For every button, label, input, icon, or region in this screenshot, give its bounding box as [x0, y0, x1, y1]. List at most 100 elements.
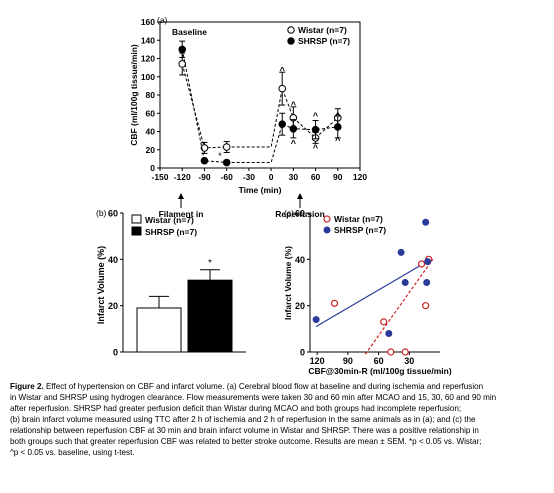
panel-b-y-tick-label: 20: [108, 301, 118, 311]
panel-c-legend-wistar-label: Wistar (n=7): [334, 214, 383, 224]
panel-a-shrsp-point: [200, 156, 209, 165]
figure-caption: Figure 2. Effect of hypertension on CBF …: [10, 381, 550, 458]
panel-a-shrsp-point: [311, 125, 320, 134]
caption-figure-label: Figure 2.: [10, 382, 44, 391]
panel-c-point-shrsp: [385, 329, 393, 337]
caption-line-1: Figure 2. Effect of hypertension on CBF …: [10, 381, 550, 392]
panel-c-x-tick-label: 90: [343, 356, 353, 366]
panel-c-y-axis-label: Infarct Volume (%): [283, 246, 293, 320]
panel-a-wistar-point: [178, 60, 187, 68]
panel-c-point-shrsp: [424, 258, 432, 266]
panel-c-fit-line-wistar: [364, 258, 434, 355]
panel-a-shrsp-point: [178, 45, 187, 54]
panel-b-legend-wistar-swatch: [131, 214, 142, 224]
caption-line-3: after reperfusion. SHRSP had greater per…: [10, 404, 462, 413]
panel-c-point-shrsp: [423, 279, 431, 286]
panel-a-label: (a): [157, 15, 168, 25]
panel-c-fit-line-shrsp: [315, 258, 432, 328]
panel-a-x-tick-label: -150: [151, 172, 168, 182]
panel-a-legend: Wistar (n=7) SHRSP (n=7): [287, 25, 350, 46]
panel-a-shrsp-point: [289, 124, 298, 133]
panel-c-point-shrsp: [422, 218, 430, 226]
panel-b-bar-chart: (b) 0 20 40 60 Infarct Volume (%) * Wistar …: [96, 208, 246, 358]
panel-a-shrsp-point: [278, 120, 287, 128]
panel-a-shrsp-line-ischemia: [181, 49, 227, 164]
panel-c-legend: Wistar (n=7) SHRSP (n=7): [323, 214, 386, 235]
panel-b-y-tick-label: 0: [113, 348, 118, 358]
caption-line-4: (b) brain infarct volume measured using …: [10, 415, 476, 424]
panel-a-caret-marker: ^: [280, 65, 286, 75]
panel-b-bars: [136, 269, 233, 353]
panel-a-caret-marker: ^: [335, 136, 341, 146]
filament-in-annotation: Filament in: [159, 209, 204, 219]
panel-c-legend-wistar-marker: [323, 215, 331, 223]
panel-a-significance-star: *: [218, 151, 222, 161]
panel-b-y-tick-label: 40: [108, 255, 118, 265]
panel-c-legend-shrsp-marker: [323, 226, 331, 234]
panel-c-point-wistar: [401, 348, 409, 356]
panel-c-point-shrsp: [397, 248, 405, 256]
panel-c-x-ticks: 120 90 60 30: [310, 352, 414, 366]
panel-a-x-tick-label: -120: [174, 172, 191, 182]
panel-c-fit-wistar: [364, 258, 434, 355]
filament-arrow-head: [178, 193, 184, 199]
panel-a-legend-shrsp-label: SHRSP (n=7): [298, 36, 350, 46]
panel-a-caret-marker: ^: [313, 143, 319, 153]
panel-c-point-wistar: [422, 302, 430, 310]
panel-a-wistar-line-ischemia: [181, 63, 227, 149]
caption-line-1-text: Effect of hypertension on CBF and infarc…: [43, 382, 484, 391]
panel-a-x-tick-label: 0: [269, 172, 274, 182]
panel-a-y-tick-label: 60: [146, 108, 156, 118]
panel-a-y-tick-label: 20: [146, 145, 156, 155]
panel-b-label: (b): [96, 208, 107, 218]
panel-b-bar-wistar: [136, 307, 182, 353]
panel-a-y-tick-label: 40: [146, 127, 156, 137]
panel-a-y-tick-label: 100: [141, 72, 155, 82]
panel-a-y-axis-label: CBF (ml/100g tissue/min): [129, 44, 139, 146]
panel-a-x-axis-label: Time (min): [239, 185, 282, 195]
panel-a-wistar-point: [200, 144, 209, 152]
panel-a-x-ticks: -150 -120 -90 -60 -30 0 30 60 90 120: [151, 168, 367, 182]
panel-a-x-tick-label: -60: [221, 172, 234, 182]
panel-c-scatter-chart: (c) 0 20 40 60 120 90 60 30 Infarct Volume (%)…: [283, 208, 452, 376]
panel-a-y-tick-label: 80: [146, 90, 156, 100]
panel-a-x-tick-label: -90: [198, 172, 211, 182]
panel-a-shrsp-point: [333, 123, 342, 131]
panel-a-event-arrows: [178, 193, 303, 208]
panel-c-point-wistar: [380, 318, 388, 326]
panel-c-point-wistar: [387, 348, 395, 356]
panel-c-x-tick-label: 30: [404, 356, 414, 366]
panel-b-y-tick-label: 60: [108, 209, 118, 219]
panel-c-y-tick-label: 0: [300, 348, 305, 358]
panel-c-x-tick-label: 120: [310, 356, 325, 366]
figure: (a) 0 20 40 60 80 100 120 140 160 -150 -120 -90 -60…: [96, 15, 452, 376]
panel-a-legend-wistar-marker: [287, 26, 295, 34]
panel-a-legend-shrsp-marker: [287, 37, 295, 45]
panel-b-y-axis-label: Infarct Volume (%): [96, 246, 106, 324]
panel-c-y-tick-label: 60: [295, 209, 305, 219]
panel-c-y-tick-label: 20: [295, 301, 305, 311]
panel-a-y-tick-label: 0: [150, 163, 155, 173]
panel-a-y-tick-label: 140: [141, 35, 155, 45]
panel-c-point-wistar: [417, 260, 426, 268]
panel-a-wistar-point: [278, 84, 287, 93]
panel-c-point-shrsp: [312, 316, 320, 324]
panel-a-caret-markers: ^ ^ ^ ^ ^ ^ ^: [280, 65, 342, 153]
panel-a-caret-marker: ^: [335, 111, 341, 121]
panel-b-legend: Wistar (n=7) SHRSP (n=7): [131, 214, 197, 237]
panel-a-x-tick-label: 60: [311, 172, 321, 182]
panel-c-point-wistar: [330, 299, 339, 307]
panel-a-wistar-line-reperfusion: [226, 86, 339, 148]
panel-a-series-shrsp: [178, 40, 342, 167]
panel-b-legend-shrsp-label: SHRSP (n=7): [145, 227, 197, 237]
panel-c-points-shrsp: [312, 218, 432, 337]
caption-line-5: relationship between reperfusion CBF at …: [10, 426, 479, 435]
caption-line-6: both groups such that greater reperfusio…: [10, 437, 482, 446]
panel-b-legend-shrsp-swatch: [131, 226, 142, 236]
reperfusion-annotation: Reperfusion: [275, 209, 325, 219]
panel-b-significance-star: *: [208, 258, 212, 269]
panel-a-baseline-annotation: Baseline: [172, 27, 207, 37]
panel-b-y-ticks: 0 20 40 60: [108, 209, 123, 358]
panel-a-caret-marker: ^: [291, 138, 297, 148]
panel-c-y-ticks: 0 20 40 60: [295, 209, 310, 358]
